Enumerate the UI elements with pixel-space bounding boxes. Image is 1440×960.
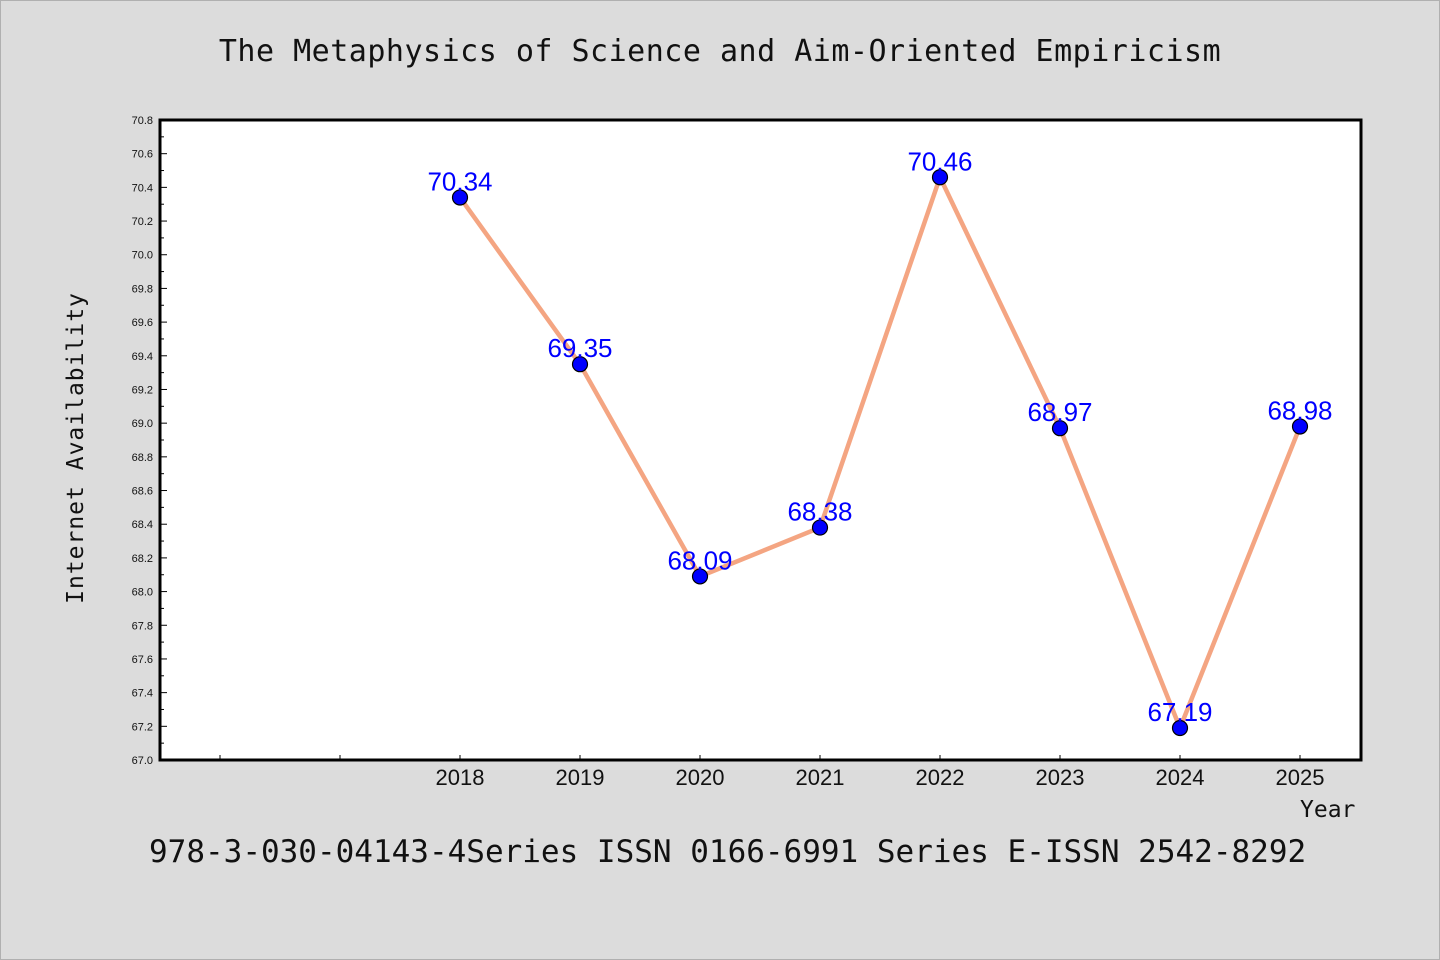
data-value-label: 70.34: [427, 166, 492, 196]
y-tick-label: 70.8: [132, 115, 153, 127]
series-markers-group: [451, 169, 1309, 737]
data-point-marker: [451, 189, 469, 206]
y-tick-label: 70.2: [132, 216, 153, 228]
y-tick-label: 69.8: [132, 283, 153, 295]
x-tick-label: 2018: [436, 765, 485, 790]
y-tick-label: 67.4: [132, 688, 153, 700]
x-tick-label: 2019: [556, 765, 605, 790]
y-tick-label: 69.0: [132, 418, 153, 430]
data-point-marker: [571, 356, 589, 373]
y-tick-label: 68.6: [132, 486, 153, 498]
x-tick-label: 2023: [1036, 765, 1085, 790]
x-tick-label: 2024: [1156, 765, 1205, 790]
x-tick-label: 2025: [1276, 765, 1325, 790]
data-value-label: 68.97: [1027, 397, 1092, 427]
series-line-group: [457, 175, 1303, 731]
plot-area: [158, 118, 1363, 762]
data-point-marker: [811, 519, 829, 536]
data-value-label: 69.35: [547, 333, 612, 363]
y-tick-label: 68.4: [132, 519, 153, 531]
series-line-segment: [577, 361, 703, 579]
data-value-label: 68.38: [787, 497, 852, 527]
y-tick-label: 69.4: [132, 351, 153, 363]
data-point-marker: [1291, 418, 1309, 435]
series-line-segment: [937, 175, 1063, 431]
data-value-label: 68.98: [1267, 396, 1332, 426]
y-tick-label: 68.8: [132, 452, 153, 464]
y-tick-label: 67.8: [132, 620, 153, 632]
series-line-segment: [1057, 425, 1183, 731]
data-point-marker: [1171, 719, 1189, 737]
data-point-marker: [931, 169, 949, 186]
y-tick-label: 67.6: [132, 654, 153, 666]
x-axis: 2018 2019 2020 2021 2022 2023 2024 2025: [219, 755, 1325, 790]
series-line-segment: [1177, 424, 1303, 731]
y-axis: 67.0 67.2 67.4 67.6 67.8 68.0 68.2 68.4 68.6 68.8…: [132, 115, 167, 767]
y-tick-label: 68.2: [132, 553, 153, 565]
data-value-label: 67.19: [1147, 697, 1212, 727]
y-tick-label: 69.6: [132, 317, 153, 329]
data-value-label: 70.46: [907, 146, 972, 176]
data-point-marker: [691, 568, 709, 585]
y-tick-label: 70.6: [132, 149, 153, 161]
y-tick-label: 68.0: [132, 587, 153, 599]
y-tick-label: 67.2: [132, 721, 153, 733]
x-tick-label: 2021: [796, 765, 845, 790]
data-value-label: 68.09: [667, 545, 732, 575]
x-axis-label: Year: [1300, 797, 1356, 823]
y-tick-label: 67.0: [132, 755, 153, 767]
x-tick-label: 2020: [676, 765, 725, 790]
y-tick-label: 69.2: [132, 384, 153, 396]
series-line-segment: [457, 195, 583, 367]
x-tick-label: 2022: [916, 765, 965, 790]
chart-title: The Metaphysics of Science and Aim-Orien…: [218, 34, 1222, 69]
series-line-segment: [817, 175, 943, 530]
y-tick-label: 70.4: [132, 182, 153, 194]
y-tick-label: 70.0: [132, 250, 153, 262]
data-labels-group: 70.34 69.35 68.09 68.38 70.46 68.97 67.19 68.98: [427, 146, 1332, 727]
footer-note: 978-3-030-04143-4Series ISSN 0166-6991 S…: [149, 834, 1307, 870]
series-line-segment: [697, 525, 823, 579]
data-point-marker: [1051, 420, 1069, 437]
